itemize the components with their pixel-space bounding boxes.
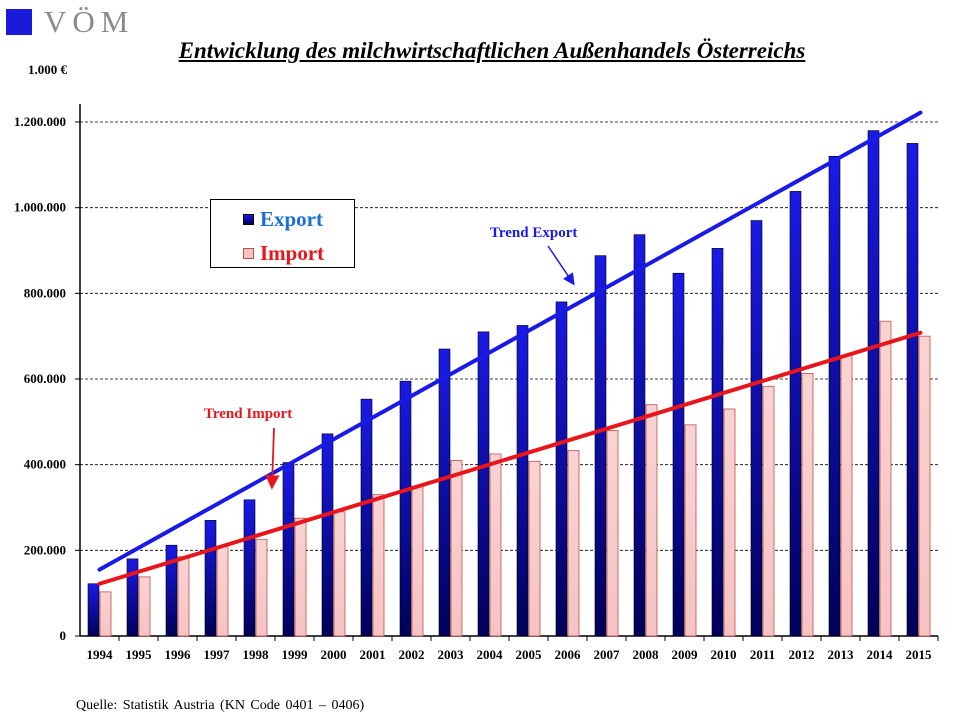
- bar-import-1997: [216, 545, 229, 637]
- bar-export-2011: [750, 220, 763, 637]
- bar-export-1997: [204, 520, 217, 637]
- x-tick-label-2007: 2007: [594, 647, 621, 662]
- bar-import-2004: [489, 453, 502, 637]
- bar-export-2015: [906, 143, 919, 637]
- x-tick-label-2008: 2008: [633, 647, 660, 662]
- bar-export-2001: [360, 398, 373, 637]
- logo-square-icon: [6, 9, 32, 35]
- bar-export-1996: [165, 544, 178, 637]
- bar-export-1999: [282, 462, 295, 637]
- x-tick-label-2012: 2012: [789, 647, 815, 662]
- bar-import-1995: [138, 576, 151, 637]
- arrow-trend-import: [265, 427, 280, 490]
- x-tick-label-2004: 2004: [477, 647, 504, 662]
- x-tick-label-2005: 2005: [516, 647, 543, 662]
- x-tick-label-1998: 1998: [243, 647, 270, 662]
- bar-export-1998: [243, 499, 256, 637]
- y-tick-label: 1.200.000: [14, 114, 66, 129]
- bar-import-2007: [606, 429, 619, 637]
- bar-import-2006: [567, 450, 580, 637]
- bar-export-1994: [87, 583, 100, 637]
- x-tick-label-2009: 2009: [672, 647, 699, 662]
- bar-import-2005: [528, 460, 541, 637]
- bar-import-2013: [840, 355, 853, 637]
- x-tick-label-2001: 2001: [360, 647, 386, 662]
- bar-export-2006: [555, 301, 568, 637]
- bar-import-2015: [918, 335, 931, 637]
- legend-item-import: Import: [243, 241, 324, 265]
- y-tick-label: 800.000: [24, 285, 66, 300]
- bar-import-2014: [879, 320, 892, 637]
- y-tick-label: 400.000: [24, 457, 66, 472]
- bar-export-2003: [438, 348, 451, 637]
- bar-import-2001: [372, 494, 385, 637]
- bar-import-2008: [645, 404, 658, 637]
- x-tick-label-2013: 2013: [828, 647, 855, 662]
- y-tick-label: 0: [60, 628, 67, 643]
- bar-export-2000: [321, 433, 334, 637]
- bar-import-2011: [762, 385, 775, 637]
- bar-export-2013: [828, 155, 841, 637]
- x-tick-label-2000: 2000: [321, 647, 347, 662]
- x-tick-label-2010: 2010: [711, 647, 737, 662]
- x-tick-label-2015: 2015: [906, 647, 933, 662]
- bar-import-2002: [411, 485, 424, 637]
- y-tick-label: 1.000.000: [14, 200, 66, 215]
- legend: Export Import: [210, 199, 355, 268]
- bar-export-2010: [711, 248, 724, 637]
- arrow-trend-export: [547, 245, 575, 286]
- legend-swatch-import: [243, 247, 254, 259]
- bar-export-1995: [126, 558, 139, 637]
- legend-item-export: Export: [243, 207, 323, 231]
- y-tick-label: 600.000: [24, 371, 66, 386]
- logo-text: VÖM: [44, 4, 135, 39]
- x-tick-label-2006: 2006: [555, 647, 582, 662]
- bar-import-1996: [177, 556, 190, 637]
- bar-import-2009: [684, 424, 697, 637]
- bar-export-2008: [633, 234, 646, 637]
- legend-label-import: Import: [260, 240, 325, 265]
- bar-import-1999: [294, 517, 307, 637]
- x-tick-label-1997: 1997: [204, 647, 231, 662]
- legend-swatch-export: [243, 213, 254, 225]
- bar-export-2002: [399, 380, 412, 637]
- bar-export-2014: [867, 130, 880, 637]
- bar-import-2003: [450, 459, 463, 637]
- annotation-trend-import: Trend Import: [204, 406, 292, 422]
- bar-export-2004: [477, 331, 490, 637]
- bar-export-2005: [516, 325, 529, 637]
- x-tick-label-1996: 1996: [165, 647, 192, 662]
- logo: VÖM: [6, 6, 134, 38]
- x-tick-label-2002: 2002: [399, 647, 425, 662]
- x-tick-label-1995: 1995: [126, 647, 153, 662]
- x-tick-label-1999: 1999: [282, 647, 309, 662]
- y-axis-unit: 1.000 €: [28, 62, 67, 77]
- x-tick-label-2011: 2011: [750, 647, 775, 662]
- annotation-trend-export: Trend Export: [490, 225, 577, 241]
- source-note: Quelle: Statistik Austria (KN Code 0401 …: [76, 698, 365, 713]
- x-tick-label-2003: 2003: [438, 647, 465, 662]
- x-tick-label-1994: 1994: [87, 647, 114, 662]
- bar-import-2000: [333, 511, 346, 637]
- trendline-import: [97, 330, 923, 586]
- bar-export-2009: [672, 272, 685, 637]
- chart-title: Entwicklung des milchwirtschaftlichen Au…: [178, 38, 806, 63]
- y-tick-label: 200.000: [24, 542, 66, 557]
- legend-label-export: Export: [260, 206, 323, 231]
- trendline-export: [97, 110, 923, 572]
- x-tick-label-2014: 2014: [867, 647, 894, 662]
- bar-import-2012: [801, 373, 814, 637]
- bar-export-2012: [789, 191, 802, 637]
- bar-import-1998: [255, 539, 268, 637]
- bar-import-1994: [99, 591, 112, 637]
- bar-export-2007: [594, 255, 607, 637]
- bar-import-2010: [723, 408, 736, 637]
